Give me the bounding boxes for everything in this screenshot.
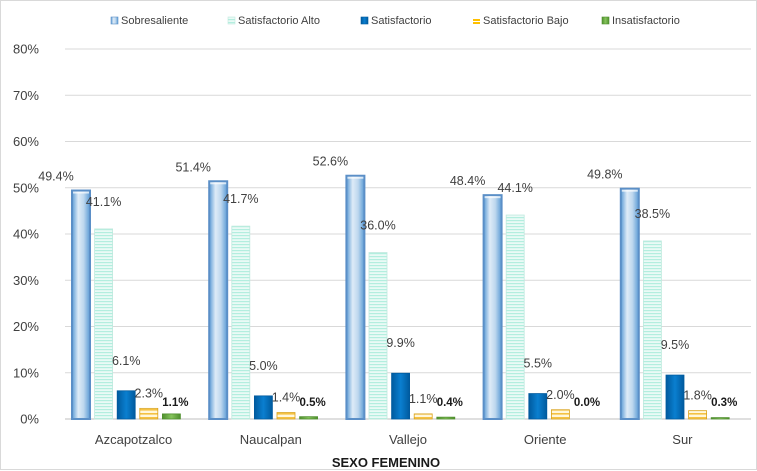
legend-marker — [601, 16, 610, 25]
legend-marker — [473, 22, 480, 24]
legend: Sobresaliente Satisfactorio Alto Satisfact… — [110, 15, 680, 27]
data-label: 41.7% — [223, 192, 258, 206]
bar-sobresaliente — [208, 180, 229, 420]
legend-label: Sobresaliente — [121, 15, 188, 27]
legend-marker — [360, 16, 369, 25]
gridlines — [65, 48, 751, 420]
bar-insatisfactorio — [161, 413, 181, 420]
x-axis-title: SEXO FEMENINO — [332, 455, 440, 470]
data-label: 9.9% — [386, 336, 415, 350]
bar-satisfactorio-bajo — [413, 413, 433, 420]
x-tick-label: Oriente — [524, 432, 567, 447]
data-label: 5.5% — [524, 357, 553, 371]
bar-satisfactorio — [665, 374, 685, 420]
legend-label: Satisfactorio Bajo — [483, 15, 569, 27]
bar-sobresaliente — [345, 174, 366, 420]
y-tick-label: 80% — [13, 42, 39, 57]
data-label: 52.6% — [313, 155, 348, 169]
data-label: 49.8% — [587, 168, 622, 182]
y-tick-label: 30% — [13, 273, 39, 288]
data-label: 1.1% — [409, 392, 438, 406]
data-label: 1.8% — [683, 389, 712, 403]
x-axis-categories: Azcapotzalco Naucalpan Vallejo Oriente Sur — [95, 432, 693, 447]
bar-satisfactorio — [528, 393, 548, 420]
x-tick-label: Azcapotzalco — [95, 432, 172, 447]
data-label: 2.3% — [135, 386, 164, 400]
bar-satisfactorio — [116, 390, 136, 420]
y-axis-ticks: 0% 10% 20% 30% 40% 50% 60% 70% 80% — [13, 42, 39, 427]
x-tick-label: Naucalpan — [240, 432, 302, 447]
data-label: 0.0% — [574, 397, 600, 409]
data-label: 2.0% — [546, 388, 575, 402]
legend-marker — [473, 19, 480, 21]
y-tick-label: 40% — [13, 227, 39, 242]
y-tick-label: 20% — [13, 319, 39, 334]
bars — [71, 174, 730, 420]
data-label: 0.4% — [437, 397, 463, 409]
y-tick-label: 70% — [13, 88, 39, 103]
data-label: 0.3% — [711, 397, 737, 409]
bar-satisfactorio-bajo — [139, 407, 159, 420]
data-label: 36.0% — [360, 219, 395, 233]
data-label: 1.1% — [162, 397, 188, 409]
data-label: 41.1% — [86, 195, 121, 209]
y-tick-label: 60% — [13, 134, 39, 149]
bar-highlight — [347, 176, 364, 179]
data-label: 6.1% — [112, 354, 141, 368]
x-tick-label: Sur — [672, 432, 693, 447]
y-tick-label: 10% — [13, 365, 39, 380]
legend-label: Satisfactorio — [371, 15, 432, 27]
bar-satisfactorio — [391, 372, 411, 420]
data-label: 1.4% — [272, 391, 301, 405]
bar-satisfactorio — [253, 395, 273, 420]
bar-satisfactorio-alto — [643, 240, 662, 420]
legend-marker — [227, 16, 236, 25]
data-label: 51.4% — [175, 160, 210, 174]
bar-satisfactorio-alto — [94, 228, 113, 420]
bar-satisfactorio-bajo — [276, 412, 296, 420]
y-tick-label: 50% — [13, 180, 39, 195]
bar-insatisfactorio — [710, 417, 730, 420]
y-tick-label: 0% — [20, 412, 39, 427]
data-label: 48.4% — [450, 174, 485, 188]
bar-highlight — [484, 196, 501, 199]
bar-satisfactorio-bajo — [551, 409, 570, 420]
data-label: 44.1% — [497, 181, 532, 195]
bar-satisfactorio-bajo — [688, 410, 707, 420]
data-label: 9.5% — [661, 338, 690, 352]
bar-insatisfactorio — [299, 416, 319, 420]
data-label: 38.5% — [635, 207, 670, 221]
bar-satisfactorio-alto — [505, 214, 525, 420]
bar-satisfactorio-alto — [231, 225, 251, 420]
data-label: 49.4% — [38, 170, 73, 184]
legend-label: Insatisfactorio — [612, 15, 680, 27]
data-label: 0.5% — [299, 397, 325, 409]
bar-sobresaliente — [71, 189, 91, 420]
bar-highlight — [210, 182, 227, 185]
bar-insatisfactorio — [436, 416, 456, 420]
bar-highlight — [73, 191, 89, 194]
x-tick-label: Vallejo — [389, 432, 427, 447]
legend-label: Satisfactorio Alto — [238, 15, 320, 27]
bar-sobresaliente — [482, 194, 503, 420]
bar-satisfactorio-alto — [368, 252, 388, 420]
legend-marker — [110, 16, 119, 25]
bar-highlight — [621, 189, 638, 192]
bar-sobresaliente — [619, 187, 640, 420]
data-labels: 49.4%41.1%6.1%2.3%1.1%51.4%41.7%5.0%1.4%… — [38, 155, 737, 409]
data-label: 5.0% — [249, 359, 278, 373]
